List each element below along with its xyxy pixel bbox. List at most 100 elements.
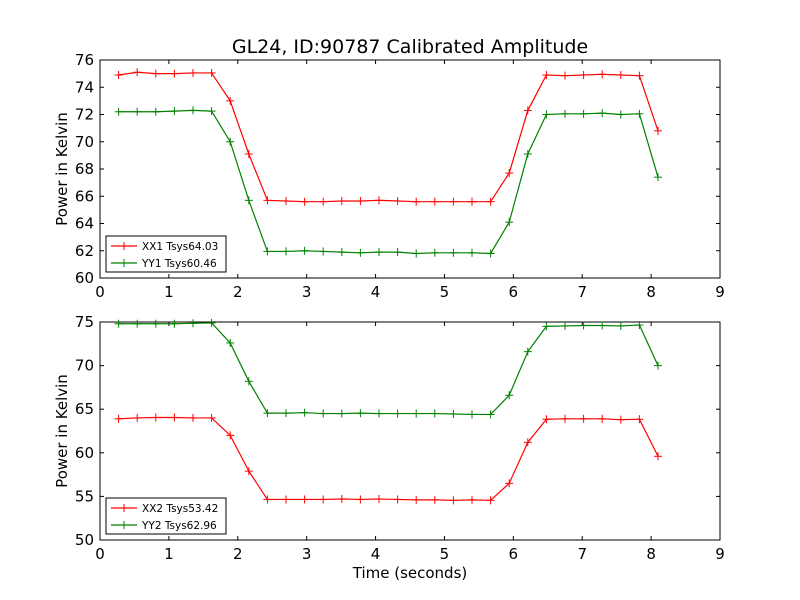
data-point xyxy=(616,110,625,119)
data-point xyxy=(468,410,476,419)
data-point xyxy=(579,321,588,330)
data-point xyxy=(356,409,365,418)
x-tick-label: 1 xyxy=(164,545,174,563)
data-point xyxy=(207,107,216,116)
data-point xyxy=(282,409,290,418)
data-point xyxy=(393,409,402,418)
data-point xyxy=(263,247,272,256)
data-point xyxy=(114,70,123,79)
data-point xyxy=(561,109,569,118)
data-point xyxy=(468,248,476,257)
data-point xyxy=(449,248,458,257)
data-point xyxy=(282,247,290,256)
data-point xyxy=(375,248,383,257)
x-tick-label: 4 xyxy=(371,283,381,301)
data-point xyxy=(579,70,588,79)
lower-panel: 0 1 2 3 4 5 6 7 8 9 50 55 60 65 70 75 Power in Kelvin XX2… xyxy=(53,313,725,563)
x-tick-label: 0 xyxy=(95,545,105,563)
data-point xyxy=(226,96,235,105)
data-point xyxy=(449,197,458,206)
data-point xyxy=(114,414,123,423)
data-point xyxy=(226,431,235,440)
data-point xyxy=(635,109,644,118)
data-point xyxy=(468,197,476,206)
data-point xyxy=(114,319,123,328)
legend: XX2 Tsys53.42 YY2 Tsys62.96 xyxy=(105,497,227,535)
data-point xyxy=(635,71,644,80)
data-point xyxy=(486,410,495,419)
y-tick-label: 68 xyxy=(75,160,94,178)
y-tick-label: 62 xyxy=(75,242,94,260)
data-point xyxy=(505,479,514,488)
chart-title: GL24, ID:90787 Calibrated Amplitude xyxy=(232,36,588,58)
data-point xyxy=(449,409,458,418)
legend-item: XX2 Tsys53.42 xyxy=(111,503,218,515)
data-point xyxy=(486,197,495,206)
data-point xyxy=(133,319,142,328)
data-point xyxy=(319,247,328,256)
y-tick-label: 60 xyxy=(75,269,94,287)
data-point xyxy=(337,495,346,504)
data-point xyxy=(616,415,625,424)
data-point xyxy=(207,318,216,327)
data-point xyxy=(412,197,421,206)
x-tick-label: 3 xyxy=(302,545,312,563)
data-point xyxy=(133,107,142,116)
data-point xyxy=(356,197,365,206)
data-point xyxy=(263,495,272,504)
y-tick-label: 60 xyxy=(75,444,94,462)
data-point xyxy=(263,196,272,205)
data-point xyxy=(244,377,253,386)
y-tick-label: 70 xyxy=(75,357,94,375)
data-point xyxy=(430,197,439,206)
data-point xyxy=(151,69,160,78)
data-point xyxy=(598,109,607,118)
legend-item: YY2 Tsys62.96 xyxy=(111,520,217,532)
data-point xyxy=(393,197,402,206)
y-axis-label: Power in Kelvin xyxy=(53,374,71,488)
y-tick-label: 66 xyxy=(75,187,94,205)
data-point xyxy=(375,495,383,504)
data-point xyxy=(319,197,328,206)
x-tick-label: 4 xyxy=(371,545,381,563)
x-tick-label: 2 xyxy=(233,545,243,563)
data-point xyxy=(133,413,142,422)
data-point xyxy=(300,246,309,255)
y-tick-label: 50 xyxy=(75,531,94,549)
legend-item: XX1 Tsys64.03 xyxy=(111,241,218,253)
y-tick-label: 72 xyxy=(75,106,94,124)
data-point xyxy=(598,321,607,330)
data-point xyxy=(170,413,179,422)
data-point xyxy=(412,409,421,418)
data-point xyxy=(263,409,272,418)
data-point xyxy=(151,319,160,328)
data-point xyxy=(542,415,551,424)
upper-panel: 0 1 2 3 4 5 6 7 8 9 60 62 64 66 68 70 72 74 76 Power in Kel… xyxy=(53,51,725,301)
data-point xyxy=(226,338,235,347)
data-point xyxy=(356,248,365,257)
data-point xyxy=(561,71,569,80)
data-point xyxy=(505,391,514,400)
x-tick-label: 9 xyxy=(715,283,725,301)
data-point xyxy=(542,70,551,79)
data-point xyxy=(189,106,197,115)
data-point xyxy=(430,248,439,257)
data-point xyxy=(393,248,402,257)
data-point xyxy=(598,70,607,79)
data-point xyxy=(412,249,421,258)
y-tick-label: 70 xyxy=(75,133,94,151)
data-point xyxy=(412,495,421,504)
data-point xyxy=(430,495,439,504)
data-point xyxy=(133,68,142,77)
data-point xyxy=(523,106,532,115)
y-tick-label: 75 xyxy=(75,313,94,331)
data-point xyxy=(616,321,625,330)
data-point xyxy=(282,197,290,206)
x-axis-label: Time (seconds) xyxy=(352,564,468,582)
data-point xyxy=(337,248,346,257)
data-point xyxy=(244,150,253,159)
data-point xyxy=(523,150,532,159)
data-point xyxy=(207,413,216,422)
x-tick-label: 7 xyxy=(577,283,587,301)
